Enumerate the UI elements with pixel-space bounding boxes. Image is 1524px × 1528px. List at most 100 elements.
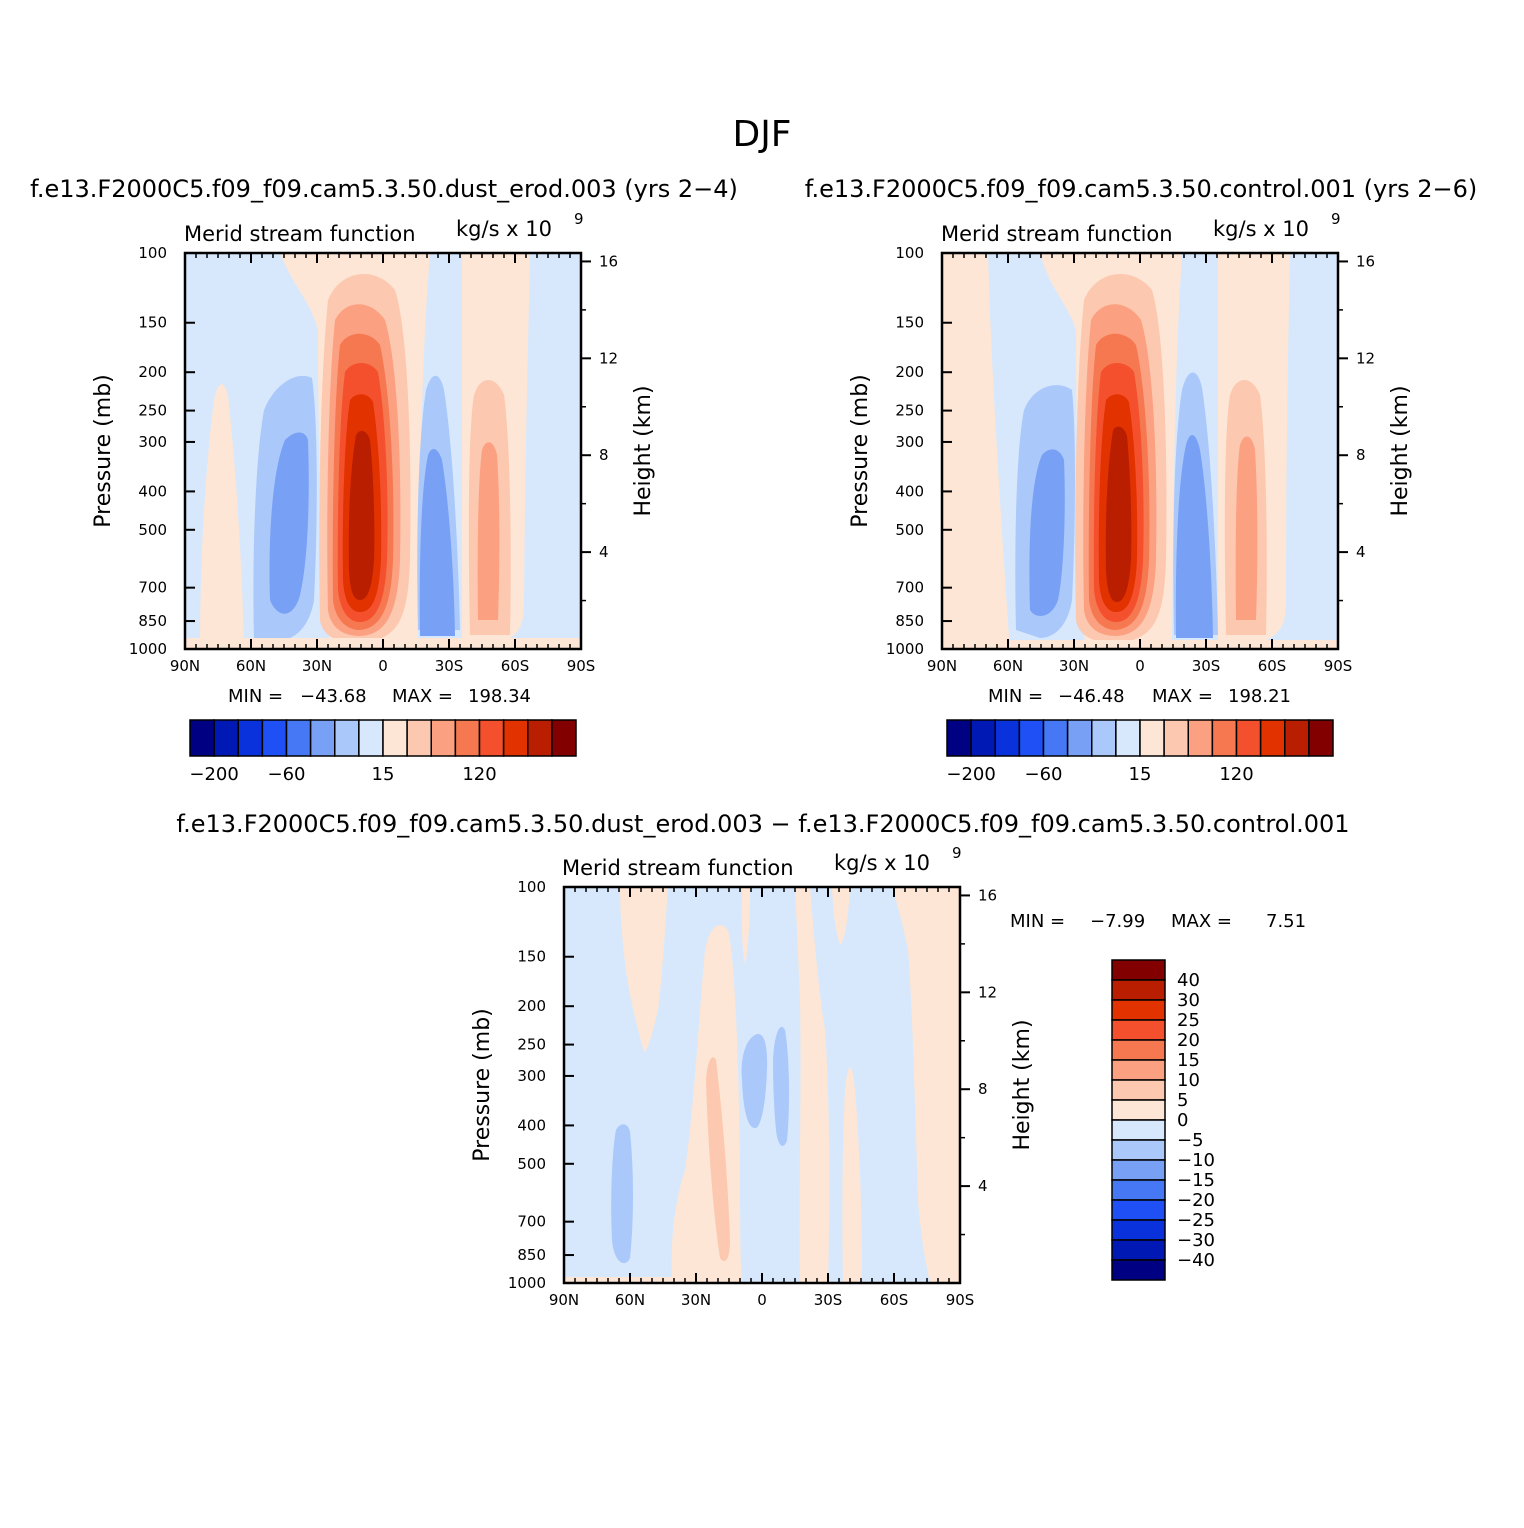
y-right-tick-label: 16 — [599, 252, 618, 270]
x-tick-label: 30S — [435, 657, 464, 675]
y-axis-right-label: Height (km) — [1388, 385, 1413, 516]
contour-pos-6 — [842, 1067, 862, 1283]
contour-field — [185, 253, 581, 649]
x-tick-label: 30S — [1192, 657, 1221, 675]
colorbar-label: −200 — [189, 764, 238, 785]
x-tick-label: 90S — [946, 1291, 975, 1309]
y-tick-label: 500 — [517, 1155, 546, 1173]
colorbar-swatch — [406, 719, 432, 757]
colorbar-swatch — [1111, 1079, 1166, 1101]
colorbar-swatch — [285, 719, 312, 757]
colorbar-label: −200 — [946, 764, 995, 785]
colorbar-swatch — [261, 719, 288, 757]
colorbar-swatch — [213, 719, 239, 757]
colorbar-label: 120 — [1219, 764, 1253, 785]
colorbar-swatch — [478, 719, 505, 757]
axes: 90N 60N 30N 0 30S 60S 90S 100 150 200 250 300 400 500… — [129, 244, 618, 675]
y-tick-label: 400 — [517, 1116, 546, 1134]
min-value: −7.99 — [1090, 911, 1145, 932]
y-right-tick-label: 4 — [599, 543, 609, 561]
x-tick-label: 90N — [170, 657, 200, 675]
contour-pos-sh-2 — [477, 442, 500, 620]
contour-surface — [564, 1277, 684, 1283]
y-tick-label: 400 — [895, 482, 924, 500]
units-label: kg/s x 10 9 — [1213, 210, 1341, 241]
units-label: kg/s x 10 9 — [834, 844, 962, 875]
panel-subtitle: Merid stream function — [184, 222, 416, 246]
colorbar: −200 −60 15 120 — [946, 719, 1334, 785]
colorbar-label: −60 — [268, 764, 306, 785]
colorbar-swatch — [1111, 1179, 1166, 1201]
max-value: 198.21 — [1228, 686, 1291, 707]
colorbar-swatch — [309, 719, 336, 757]
y-tick-label: 250 — [895, 402, 924, 420]
min-max: MIN = −43.68 MAX = 198.34 — [228, 686, 531, 707]
figure-title: DJF — [732, 114, 791, 155]
x-tick-label: 30N — [302, 657, 332, 675]
colorbar-swatch — [946, 719, 972, 757]
contour-pos-sh-2 — [1235, 436, 1258, 620]
y-right-tick-label: 8 — [978, 1080, 988, 1098]
max-label: MAX = — [1152, 686, 1213, 707]
min-label: MIN = — [988, 686, 1043, 707]
colorbar-swatch — [334, 719, 360, 757]
y-tick-label: 100 — [138, 244, 167, 262]
y-tick-label: 700 — [517, 1213, 546, 1231]
contour-field — [942, 253, 1338, 649]
colorbar-label: 15 — [1129, 764, 1152, 785]
y-right-tick-label: 8 — [599, 446, 609, 464]
panel-case-title: f.e13.F2000C5.f09_f09.cam5.3.50.control.… — [805, 175, 1478, 203]
panel-bottom: f.e13.F2000C5.f09_f09.cam5.3.50.dust_ero… — [176, 810, 1349, 1309]
contour-neg-1 — [611, 1124, 633, 1264]
x-tick-label: 60N — [615, 1291, 645, 1309]
y-tick-label: 850 — [517, 1246, 546, 1264]
colorbar-swatch — [1111, 1019, 1166, 1041]
colorbar-swatch — [970, 719, 996, 757]
colorbar-swatch — [1066, 719, 1093, 757]
y-axis-label: Pressure (mb) — [91, 374, 116, 528]
panel-case-title: f.e13.F2000C5.f09_f09.cam5.3.50.dust_ero… — [30, 175, 738, 203]
colorbar-label: −10 — [1177, 1150, 1215, 1171]
contour-pos-5 — [832, 887, 850, 945]
y-tick-label: 250 — [517, 1036, 546, 1054]
colorbar-label: −15 — [1177, 1170, 1215, 1191]
contour-pos-3 — [741, 887, 750, 965]
colorbar-label: 0 — [1177, 1110, 1188, 1131]
x-tick-label: 0 — [1135, 657, 1145, 675]
x-tick-label: 30N — [681, 1291, 711, 1309]
colorbar-swatch — [1284, 719, 1310, 757]
colorbar-swatch — [1018, 719, 1045, 757]
min-max: MIN = −7.99 MAX = 7.51 — [1010, 911, 1306, 932]
x-tick-label: 60N — [993, 657, 1023, 675]
contour-pos-1 — [620, 887, 668, 1052]
colorbar-swatch — [358, 719, 384, 757]
x-tick-label: 0 — [757, 1291, 767, 1309]
y-tick-label: 850 — [895, 612, 924, 630]
units-label: kg/s x 10 9 — [456, 210, 584, 241]
contour-neg-4 — [419, 448, 455, 636]
y-tick-label: 700 — [138, 579, 167, 597]
units-text: kg/s x 10 — [456, 217, 552, 241]
contour-pos-7 — [892, 887, 960, 1283]
x-tick-label: 90S — [567, 657, 596, 675]
colorbar-swatch — [237, 719, 264, 757]
y-tick-label: 700 — [895, 579, 924, 597]
contour-pos-strong — [706, 1057, 730, 1261]
colorbar-swatch — [1259, 719, 1286, 757]
y-right-tick-label: 8 — [1356, 446, 1366, 464]
colorbar-label: 20 — [1177, 1030, 1200, 1051]
y-tick-label: 250 — [138, 402, 167, 420]
colorbar-label: 15 — [1177, 1050, 1200, 1071]
colorbar-swatch — [1308, 719, 1334, 757]
colorbar: −200 −60 15 120 — [189, 719, 577, 785]
y-axis-right-label: Height (km) — [1010, 1019, 1035, 1150]
contour-neg-2 — [741, 1034, 768, 1129]
colorbar-swatch — [1111, 1239, 1166, 1261]
max-value: 198.34 — [468, 686, 531, 707]
min-label: MIN = — [1010, 911, 1065, 932]
y-tick-label: 300 — [895, 433, 924, 451]
min-value: −46.48 — [1058, 686, 1125, 707]
colorbar-label: 30 — [1177, 990, 1200, 1011]
y-right-tick-label: 4 — [1356, 543, 1366, 561]
